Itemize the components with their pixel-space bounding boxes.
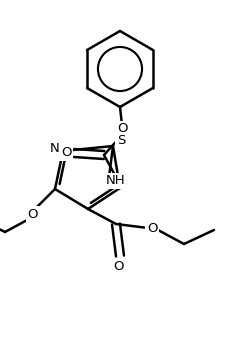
Text: N: N	[50, 142, 60, 155]
Text: O: O	[147, 222, 157, 234]
Text: O: O	[61, 146, 71, 159]
Text: S: S	[117, 135, 125, 147]
Text: O: O	[113, 260, 123, 273]
Text: O: O	[117, 123, 127, 135]
Text: NH: NH	[106, 174, 126, 187]
Text: O: O	[28, 207, 38, 221]
